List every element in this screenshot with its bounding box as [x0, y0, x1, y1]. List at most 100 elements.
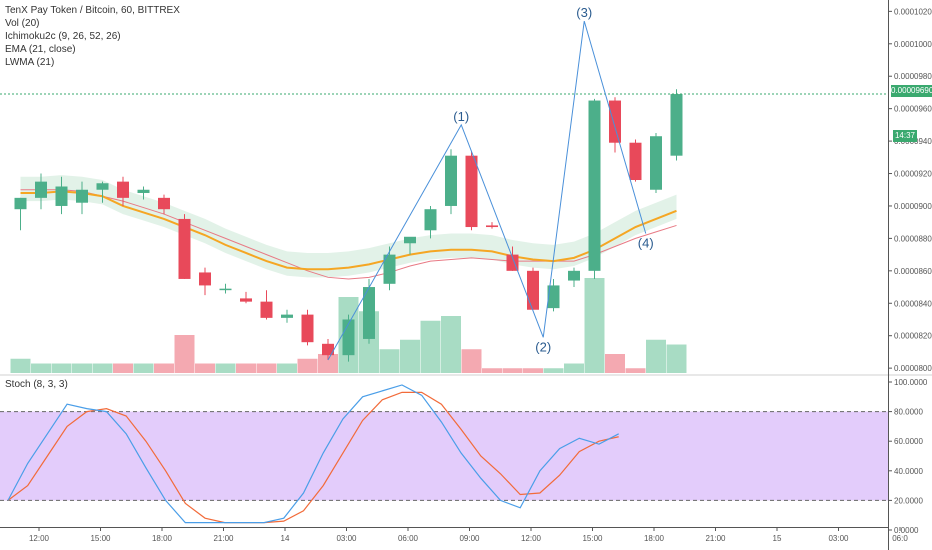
candle-body: [219, 288, 232, 291]
candle-body: [629, 142, 642, 181]
volume-bar: [584, 278, 605, 373]
volume-bar: [256, 363, 277, 373]
wave-label: (3): [576, 5, 592, 20]
candle-body: [117, 181, 129, 198]
legend-lwma: LWMA (21): [5, 57, 55, 68]
stoch-k-line: [7, 384, 619, 524]
volume-bar: [461, 349, 482, 373]
volume-bar: [400, 339, 420, 373]
candle-body: [445, 155, 457, 206]
candle-body: [281, 314, 293, 318]
candle-body: [137, 189, 150, 193]
volume-bar: [564, 363, 584, 373]
time-tick-label: 09:00: [459, 534, 480, 543]
time-tick-label: 03:00: [336, 534, 357, 543]
volume-bar: [113, 363, 133, 373]
last-price-tag: 0.00009690: [891, 85, 932, 97]
candle-body: [199, 272, 211, 286]
time-tick-label: 03:00: [828, 534, 849, 543]
time-tick-label: 18:00: [644, 534, 665, 543]
time-tick-label: 15: [773, 534, 782, 543]
stoch-label: Stoch (8, 3, 3): [5, 379, 68, 390]
candle-body: [568, 270, 580, 281]
time-tick-label: 12:00: [521, 534, 542, 543]
volume-bar: [51, 363, 72, 373]
candle-body: [465, 155, 478, 228]
candle-body: [76, 189, 88, 203]
volume-bar: [502, 368, 523, 373]
volume-bar: [646, 339, 666, 373]
candle-body: [424, 209, 437, 231]
stoch-tick-label: 100.0000: [894, 378, 928, 387]
candle-body: [14, 197, 27, 210]
candle-body: [404, 236, 416, 244]
volume-bar: [31, 363, 51, 373]
candle-body: [527, 270, 539, 310]
candle-body: [547, 285, 560, 309]
volume-bar: [379, 349, 400, 373]
candle-body: [301, 314, 314, 343]
candle-body: [670, 94, 683, 156]
stoch-tick-label: 60.0000: [894, 437, 923, 446]
chart-legend: TenX Pay Token / Bitcoin, 60, BITTREX Vo…: [5, 4, 180, 69]
time-tick-label: 21:00: [705, 534, 726, 543]
candle-body: [650, 136, 662, 190]
stoch-tick-label: 20.0000: [894, 496, 923, 505]
countdown-tag: 14:37: [893, 130, 917, 142]
volume-bar: [523, 368, 543, 373]
legend-ichimoku: Ichimoku2c (9, 26, 52, 26): [5, 31, 121, 42]
stoch-tick-label: 0.0000: [894, 526, 919, 535]
wave-label: (4): [638, 236, 654, 251]
candle-body: [178, 218, 191, 279]
candle-body: [322, 343, 334, 356]
volume-bar: [605, 354, 625, 373]
wave-path: [327, 20, 647, 361]
volume-bar: [215, 363, 236, 373]
wave-label: (2): [535, 339, 551, 354]
time-tick-label: 12:00: [29, 534, 50, 543]
volume-bar: [195, 363, 215, 373]
candle-body: [486, 225, 498, 228]
time-tick-label: 18:00: [152, 534, 173, 543]
volume-bar: [72, 363, 92, 373]
volume-bar: [92, 363, 113, 373]
stoch-d-line: [7, 391, 619, 524]
volume-bar: [441, 316, 461, 373]
stoch-tick-label: 40.0000: [894, 467, 923, 476]
ema-line: [20, 190, 677, 271]
time-tick-label: 06:0: [892, 534, 908, 543]
time-tick-label: 15:00: [90, 534, 111, 543]
stoch-tick-label: 80.0000: [894, 408, 923, 417]
time-tick-label: 06:00: [398, 534, 419, 543]
volume-bar: [10, 358, 31, 373]
time-tick-label: 21:00: [213, 534, 234, 543]
volume-bar: [174, 335, 195, 373]
volume-bar: [133, 363, 154, 373]
volume-bar: [318, 354, 338, 373]
wave-label: (1): [453, 109, 469, 124]
candle-body: [35, 181, 47, 198]
candle-body: [240, 298, 252, 302]
candle-body: [260, 301, 273, 318]
candle-body: [96, 183, 109, 190]
time-tick-label: 14: [281, 534, 290, 543]
legend-ema: EMA (21, close): [5, 44, 76, 55]
legend-vol: Vol (20): [5, 18, 40, 29]
volume-bar: [482, 368, 502, 373]
candle-body: [158, 197, 170, 210]
volume-bar: [543, 368, 564, 373]
time-tick-label: 15:00: [582, 534, 603, 543]
legend-title: TenX Pay Token / Bitcoin, 60, BITTREX: [5, 5, 180, 16]
candle-body: [363, 287, 375, 339]
volume-bar: [625, 368, 646, 373]
